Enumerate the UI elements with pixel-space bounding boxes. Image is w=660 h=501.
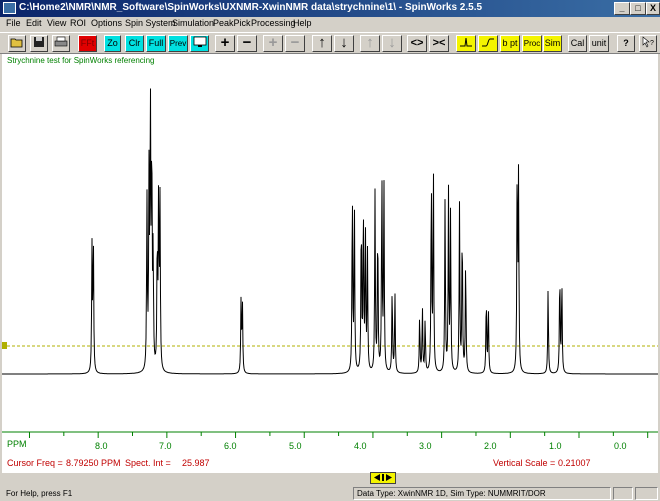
status-bar: For Help, press F1 Data Type: XwinNMR 1D… (0, 486, 660, 501)
folder-icon (10, 38, 23, 48)
spectrum-trace (2, 88, 658, 375)
vertical-scale-value: 0.21007 (558, 458, 591, 468)
open-folder-button[interactable] (8, 35, 26, 52)
printer-icon (54, 36, 68, 47)
spectrum-svg[interactable] (2, 54, 658, 473)
cursor-freq-label: Cursor Freq = (7, 458, 63, 468)
tick-label: 3.0 (419, 441, 432, 451)
plot-caption: Strychnine test for SpinWorks referencin… (7, 56, 155, 65)
tick-label: 7.0 (159, 441, 172, 451)
print-button[interactable] (52, 35, 70, 52)
integral-icon (482, 38, 494, 47)
tick-label: 8.0 (95, 441, 108, 451)
phase-button[interactable] (456, 35, 476, 52)
spectrum-plot[interactable]: Strychnine test for SpinWorks referencin… (2, 54, 658, 473)
spect-int-label: Spect. Int = (125, 458, 171, 468)
menu-view[interactable]: View (47, 18, 67, 28)
zoom-button[interactable]: Zo (104, 35, 121, 52)
minimize-button[interactable]: _ (614, 2, 630, 15)
menu-file[interactable]: File (6, 18, 21, 28)
tick-label: 4.0 (354, 441, 367, 451)
title-bar: C:\Home2\NMR\NMR_Software\SpinWorks\UXNM… (0, 0, 660, 17)
tick-label: 5.0 (289, 441, 302, 451)
menu-peakpick[interactable]: PeakPick (213, 18, 251, 28)
scroll-arrows-icon (374, 474, 392, 481)
menu-help[interactable]: Help (293, 18, 312, 28)
vertical-scale-label: Vertical Scale = (493, 458, 556, 468)
spect-int-value: 25.987 (182, 458, 210, 468)
save-button[interactable] (30, 35, 48, 52)
scale-down-disabled-button[interactable]: ↓ (382, 35, 402, 52)
maximize-button[interactable]: □ (630, 2, 646, 15)
scale-up-disabled-button[interactable]: ↑ (360, 35, 380, 52)
unit-button[interactable]: unit (589, 35, 609, 52)
menu-roi[interactable]: ROI (70, 18, 87, 28)
screen-button[interactable] (190, 35, 209, 52)
tick-label: 0.0 (614, 441, 627, 451)
prev-button[interactable]: Prev (168, 35, 188, 52)
window-title: C:\Home2\NMR\NMR_Software\SpinWorks\UXNM… (19, 2, 483, 13)
decrease-button[interactable]: − (237, 35, 257, 52)
app-icon[interactable] (3, 2, 16, 14)
fft-button[interactable]: FFt (78, 35, 97, 52)
menu-edit[interactable]: Edit (26, 18, 42, 28)
integrate-button[interactable] (478, 35, 498, 52)
close-button[interactable]: X (646, 2, 660, 15)
shrink-button[interactable]: >< (429, 35, 449, 52)
cursor-freq-value: 8.79250 PPM (66, 458, 121, 468)
menu-bar: File Edit View ROI Options Spin System S… (0, 17, 660, 32)
scale-down-button[interactable]: ↓ (334, 35, 354, 52)
sim-button[interactable]: Sim (543, 35, 562, 52)
phase-icon (460, 37, 472, 47)
clear-button[interactable]: Clr (125, 35, 144, 52)
monitor-icon (193, 36, 206, 47)
increase-disabled-button[interactable]: + (263, 35, 283, 52)
cal-button[interactable]: Cal (568, 35, 587, 52)
baseline-point-button[interactable]: b pt (500, 35, 520, 52)
tick-label: 2.0 (484, 441, 497, 451)
threshold-marker[interactable] (2, 342, 7, 349)
arrow-question-icon: ? (642, 36, 654, 48)
increase-button[interactable]: + (215, 35, 235, 52)
menu-options[interactable]: Options (91, 18, 123, 28)
menu-processing[interactable]: Processing (251, 18, 296, 28)
disk-icon (34, 37, 44, 47)
toolbar: FFt Zo Clr Full Prev + − + − ↑ ↓ ↑ ↓ <> … (0, 32, 660, 54)
menu-simulation[interactable]: Simulation (172, 18, 215, 28)
scale-up-button[interactable]: ↑ (312, 35, 332, 52)
ppm-axis-ticks (28, 432, 649, 438)
tick-label: 1.0 (549, 441, 562, 451)
decrease-disabled-button[interactable]: − (285, 35, 305, 52)
status-data-type: Data Type: XwinNMR 1D, Sim Type: NUMMRIT… (353, 487, 611, 500)
horizontal-scroll-button[interactable] (370, 472, 396, 484)
status-pane-1 (613, 487, 633, 500)
ppm-axis-label: PPM (7, 439, 27, 449)
context-help-button[interactable]: ? (639, 35, 657, 52)
full-button[interactable]: Full (146, 35, 166, 52)
menu-spin-system[interactable]: Spin System (125, 18, 176, 28)
status-help-text: For Help, press F1 (6, 489, 73, 498)
tick-label: 6.0 (224, 441, 237, 451)
status-pane-2 (635, 487, 658, 500)
expand-button[interactable]: <> (407, 35, 427, 52)
svg-text:?: ? (650, 40, 654, 47)
proc-button[interactable]: Proc (522, 35, 542, 52)
help-button[interactable]: ? (617, 35, 635, 52)
